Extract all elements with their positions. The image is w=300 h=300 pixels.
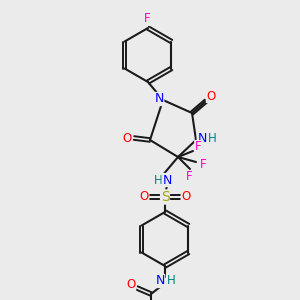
Text: H: H [208, 131, 216, 145]
Text: H: H [154, 173, 162, 187]
Text: O: O [122, 131, 132, 145]
Text: H: H [167, 274, 176, 287]
Text: S: S [160, 190, 169, 204]
Text: O: O [126, 278, 136, 292]
Text: F: F [144, 13, 150, 26]
Text: N: N [154, 92, 164, 106]
Text: N: N [197, 131, 207, 145]
Text: O: O [206, 89, 216, 103]
Text: N: N [162, 173, 172, 187]
Text: N: N [155, 274, 165, 287]
Text: F: F [200, 158, 206, 170]
Text: F: F [195, 140, 201, 154]
Text: F: F [186, 170, 192, 184]
Text: O: O [140, 190, 148, 203]
Text: O: O [182, 190, 190, 203]
